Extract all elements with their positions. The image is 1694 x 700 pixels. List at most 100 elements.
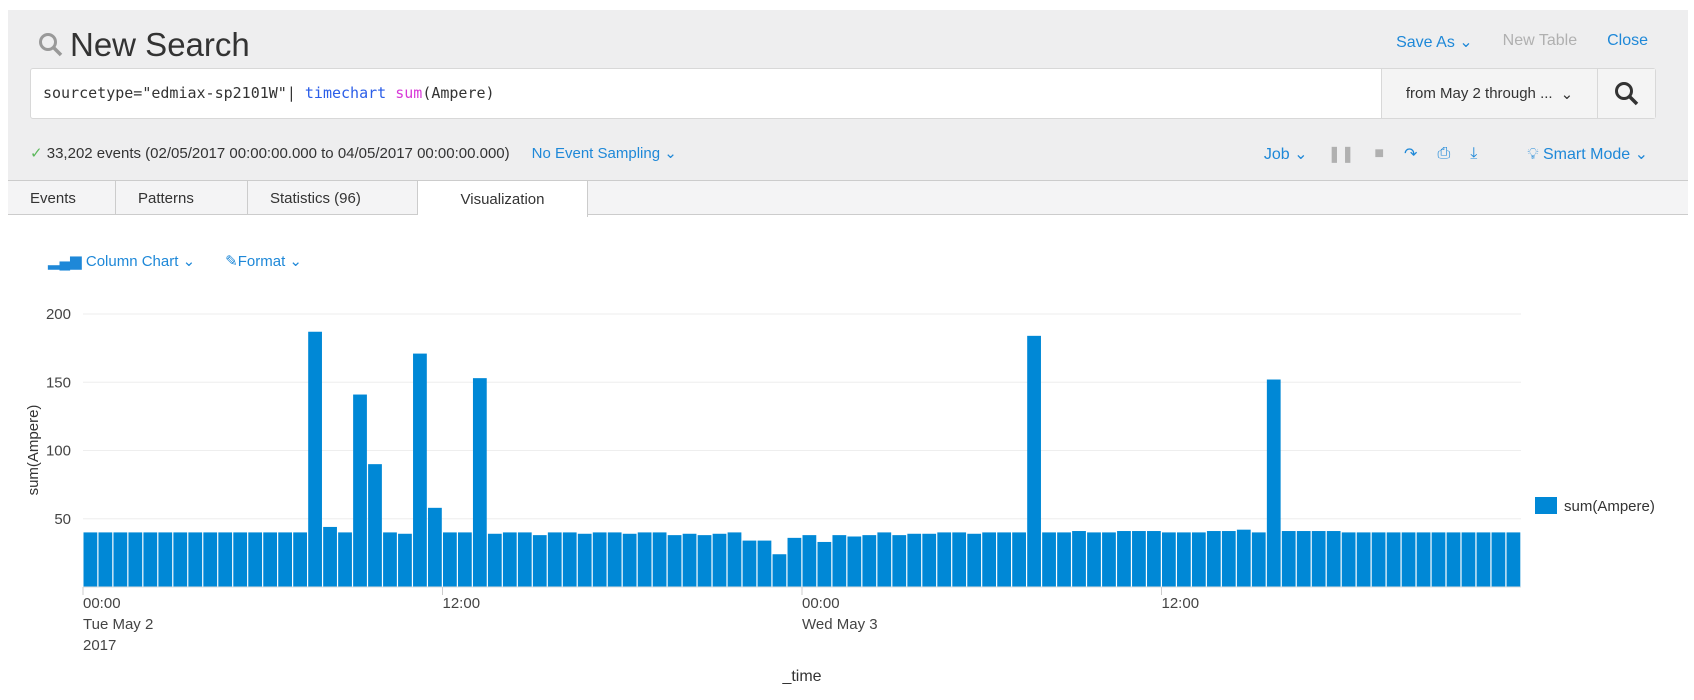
bar[interactable] (772, 554, 787, 587)
bar[interactable] (1147, 531, 1161, 587)
tab-patterns[interactable]: Patterns (116, 181, 248, 215)
bar[interactable] (682, 533, 697, 587)
bar[interactable] (1057, 532, 1071, 587)
bar[interactable] (1206, 531, 1221, 587)
share-icon[interactable]: ↷ (1404, 146, 1418, 163)
bar[interactable] (787, 537, 802, 587)
bar[interactable] (457, 532, 472, 587)
bar[interactable] (83, 532, 98, 587)
bar[interactable] (1386, 532, 1401, 587)
bar[interactable] (128, 532, 143, 587)
bar[interactable] (817, 541, 832, 587)
bar[interactable] (547, 532, 562, 587)
bar[interactable] (443, 532, 457, 587)
print-icon[interactable]: ⎙ (1437, 145, 1451, 162)
bar[interactable] (577, 533, 592, 587)
export-icon[interactable]: ⤓ (1470, 145, 1478, 162)
job-dropdown[interactable]: Job ⌄ (1263, 146, 1308, 163)
bar[interactable] (802, 535, 817, 587)
bar[interactable] (188, 532, 203, 587)
bar[interactable] (1251, 532, 1266, 587)
bar[interactable] (1027, 335, 1041, 587)
bar[interactable] (1431, 532, 1446, 587)
bar[interactable] (1117, 531, 1131, 587)
bar[interactable] (1311, 531, 1326, 587)
search-mode-dropdown[interactable]: 💡︎ Smart Mode ⌄ (1527, 146, 1648, 163)
stop-icon[interactable]: ■ (1374, 145, 1385, 162)
bar[interactable] (652, 532, 667, 587)
bar[interactable] (1296, 531, 1311, 587)
bar[interactable] (1401, 532, 1416, 587)
bar[interactable] (1102, 532, 1116, 587)
bar[interactable] (697, 535, 712, 587)
bar[interactable] (233, 532, 248, 587)
bar[interactable] (937, 532, 952, 587)
bar[interactable] (398, 533, 412, 587)
bar[interactable] (1191, 532, 1206, 587)
tab-visualization[interactable]: Visualization (418, 181, 588, 217)
bar[interactable] (982, 532, 997, 587)
bar[interactable] (967, 533, 982, 587)
bar[interactable] (383, 532, 397, 587)
bar[interactable] (1072, 531, 1086, 587)
format-dropdown[interactable]: ✎Format ⌄ (225, 253, 303, 270)
bar[interactable] (1371, 532, 1386, 587)
bar[interactable] (472, 378, 487, 587)
bar[interactable] (1446, 532, 1461, 587)
bar[interactable] (1236, 529, 1251, 587)
bar[interactable] (1132, 531, 1146, 587)
save-as-button[interactable]: Save As ⌄ (1396, 32, 1473, 52)
close-button[interactable]: Close (1607, 32, 1648, 49)
bar[interactable] (517, 532, 532, 587)
bar[interactable] (637, 532, 652, 587)
search-button[interactable] (1597, 69, 1655, 118)
bar[interactable] (1326, 531, 1341, 587)
search-input[interactable]: sourcetype="edmiax-sp2101W"| timechart s… (30, 68, 1656, 119)
time-range-picker[interactable]: from May 2 through ... ⌄ (1381, 69, 1597, 118)
event-sampling-dropdown[interactable]: No Event Sampling ⌄ (532, 144, 677, 162)
bar[interactable] (1506, 532, 1521, 587)
bar[interactable] (907, 533, 922, 587)
bar[interactable] (203, 532, 218, 587)
bar[interactable] (1281, 531, 1296, 587)
bar[interactable] (293, 532, 307, 587)
bar[interactable] (532, 535, 547, 587)
new-table-button[interactable]: New Table (1502, 32, 1578, 49)
bar[interactable] (502, 532, 517, 587)
bar[interactable] (428, 507, 442, 587)
bar[interactable] (607, 532, 622, 587)
bar[interactable] (997, 532, 1012, 587)
bar[interactable] (832, 535, 847, 587)
bar[interactable] (1461, 532, 1476, 587)
tab-statistics[interactable]: Statistics (96) (248, 181, 418, 215)
bar[interactable] (1176, 532, 1191, 587)
pause-icon[interactable]: ❚❚ (1327, 146, 1355, 163)
bar[interactable] (592, 532, 607, 587)
bar[interactable] (113, 532, 128, 587)
bar[interactable] (877, 532, 892, 587)
bar[interactable] (1266, 379, 1281, 587)
bar[interactable] (173, 532, 188, 587)
bar[interactable] (1341, 532, 1356, 587)
bar[interactable] (1012, 532, 1026, 587)
bar[interactable] (862, 535, 877, 587)
bar[interactable] (218, 532, 233, 587)
tab-events[interactable]: Events (8, 181, 116, 215)
bar[interactable] (727, 532, 742, 587)
bar[interactable] (1491, 532, 1506, 587)
bar[interactable] (742, 540, 757, 587)
bar[interactable] (143, 532, 158, 587)
bar[interactable] (667, 535, 682, 587)
chart-type-dropdown[interactable]: ▂▄▆ Column Chart ⌄ (48, 253, 196, 270)
bar[interactable] (892, 535, 907, 587)
bar[interactable] (712, 533, 727, 587)
bar[interactable] (1416, 532, 1431, 587)
bar[interactable] (1356, 532, 1371, 587)
bar[interactable] (1221, 531, 1236, 587)
bar[interactable] (1042, 532, 1056, 587)
bar[interactable] (622, 533, 637, 587)
bar[interactable] (98, 532, 113, 587)
bar[interactable] (368, 464, 382, 587)
bar[interactable] (487, 533, 502, 587)
bar[interactable] (562, 532, 577, 587)
